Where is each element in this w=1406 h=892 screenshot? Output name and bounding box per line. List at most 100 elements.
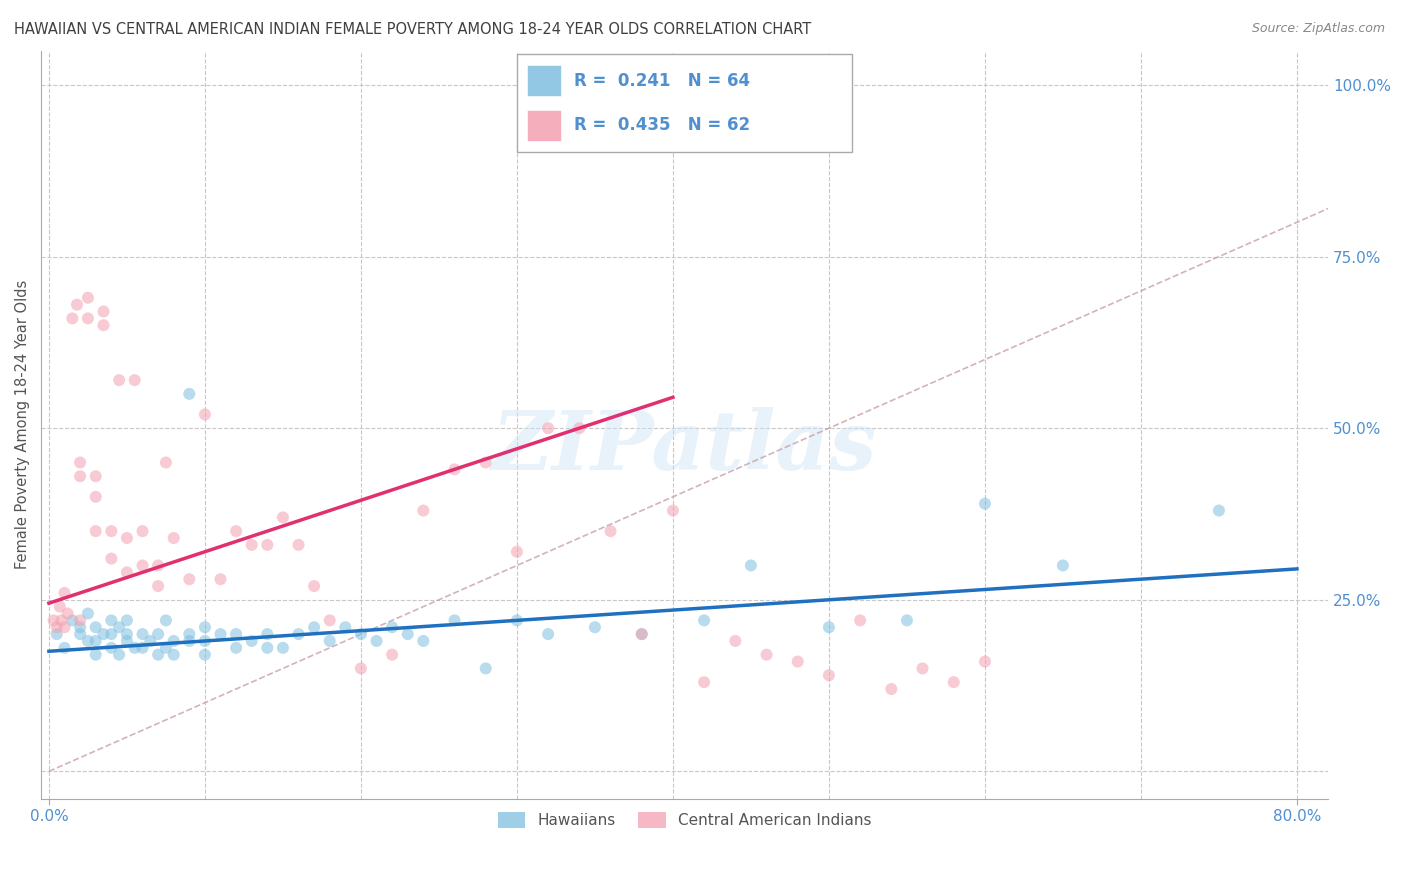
Point (77, 291, 100, 305)
FancyBboxPatch shape (517, 54, 852, 152)
Point (69, 620, 91, 634)
Point (896, 613, 918, 627)
Point (974, 655, 997, 669)
Point (880, 681, 903, 696)
Point (974, 497, 997, 511)
Point (350, 627, 373, 641)
Point (537, 627, 560, 641)
Point (84, 620, 107, 634)
Point (396, 627, 419, 641)
Point (155, 613, 177, 627)
Point (179, 627, 201, 641)
Point (209, 627, 232, 641)
Point (115, 531, 138, 545)
Point (131, 627, 153, 641)
Point (179, 634, 201, 648)
Point (115, 634, 138, 648)
Point (240, 634, 263, 648)
Point (93, 627, 115, 641)
Point (319, 634, 342, 648)
Point (335, 620, 357, 634)
Text: R =  0.241   N = 64: R = 0.241 N = 64 (574, 71, 751, 90)
Point (287, 627, 309, 641)
Point (108, 620, 131, 634)
Point (662, 503, 685, 517)
Text: ZIPatlas: ZIPatlas (492, 408, 877, 487)
Point (53, 620, 76, 634)
Point (271, 510, 294, 524)
Point (69, 627, 91, 641)
Y-axis label: Female Poverty Among 18-24 Year Olds: Female Poverty Among 18-24 Year Olds (15, 280, 30, 569)
Point (194, 648, 217, 662)
Point (146, 579, 169, 593)
Point (849, 613, 872, 627)
Point (256, 640, 278, 655)
Point (77, 634, 100, 648)
Text: R =  0.435   N = 62: R = 0.435 N = 62 (574, 117, 751, 135)
Point (287, 538, 309, 552)
Point (155, 456, 177, 470)
Point (84, 634, 107, 648)
Text: HAWAIIAN VS CENTRAL AMERICAN INDIAN FEMALE POVERTY AMONG 18-24 YEAR OLDS CORRELA: HAWAIIAN VS CENTRAL AMERICAN INDIAN FEMA… (14, 22, 811, 37)
Point (69, 613, 91, 627)
FancyBboxPatch shape (527, 65, 561, 96)
Point (568, 421, 591, 435)
Point (100, 640, 122, 655)
Point (60, 311, 83, 326)
Point (84, 490, 107, 504)
Point (786, 655, 808, 669)
Point (93, 304, 115, 318)
Text: Source: ZipAtlas.com: Source: ZipAtlas.com (1251, 22, 1385, 36)
Point (155, 640, 177, 655)
Point (302, 620, 325, 634)
Point (69, 456, 91, 470)
Point (115, 566, 138, 580)
Point (350, 661, 373, 675)
Point (911, 661, 934, 675)
Point (256, 538, 278, 552)
Point (84, 469, 107, 483)
Point (49, 599, 72, 614)
Point (225, 627, 247, 641)
Point (942, 675, 965, 690)
Point (443, 613, 465, 627)
Point (163, 648, 186, 662)
Point (443, 462, 465, 476)
Point (693, 675, 716, 690)
Point (194, 620, 217, 634)
Point (1208, 503, 1230, 517)
Point (724, 634, 747, 648)
Point (506, 545, 529, 559)
Point (194, 634, 217, 648)
Point (583, 620, 606, 634)
Point (1052, 558, 1074, 573)
Point (115, 627, 138, 641)
Point (77, 311, 100, 326)
Point (630, 627, 652, 641)
FancyBboxPatch shape (527, 110, 561, 141)
Point (53, 640, 76, 655)
Point (163, 634, 186, 648)
Point (693, 613, 716, 627)
Point (100, 524, 122, 538)
Point (146, 627, 169, 641)
Point (474, 456, 496, 470)
Point (179, 387, 201, 401)
Point (124, 373, 146, 387)
Point (256, 627, 278, 641)
Point (474, 661, 496, 675)
Point (56, 607, 79, 621)
Point (42, 613, 65, 627)
Point (225, 640, 247, 655)
Point (146, 648, 169, 662)
Point (53, 586, 76, 600)
Point (108, 648, 131, 662)
Point (225, 524, 247, 538)
Point (271, 640, 294, 655)
Point (179, 572, 201, 586)
Point (755, 648, 778, 662)
Point (100, 627, 122, 641)
Point (537, 421, 560, 435)
Point (131, 640, 153, 655)
Point (412, 634, 434, 648)
